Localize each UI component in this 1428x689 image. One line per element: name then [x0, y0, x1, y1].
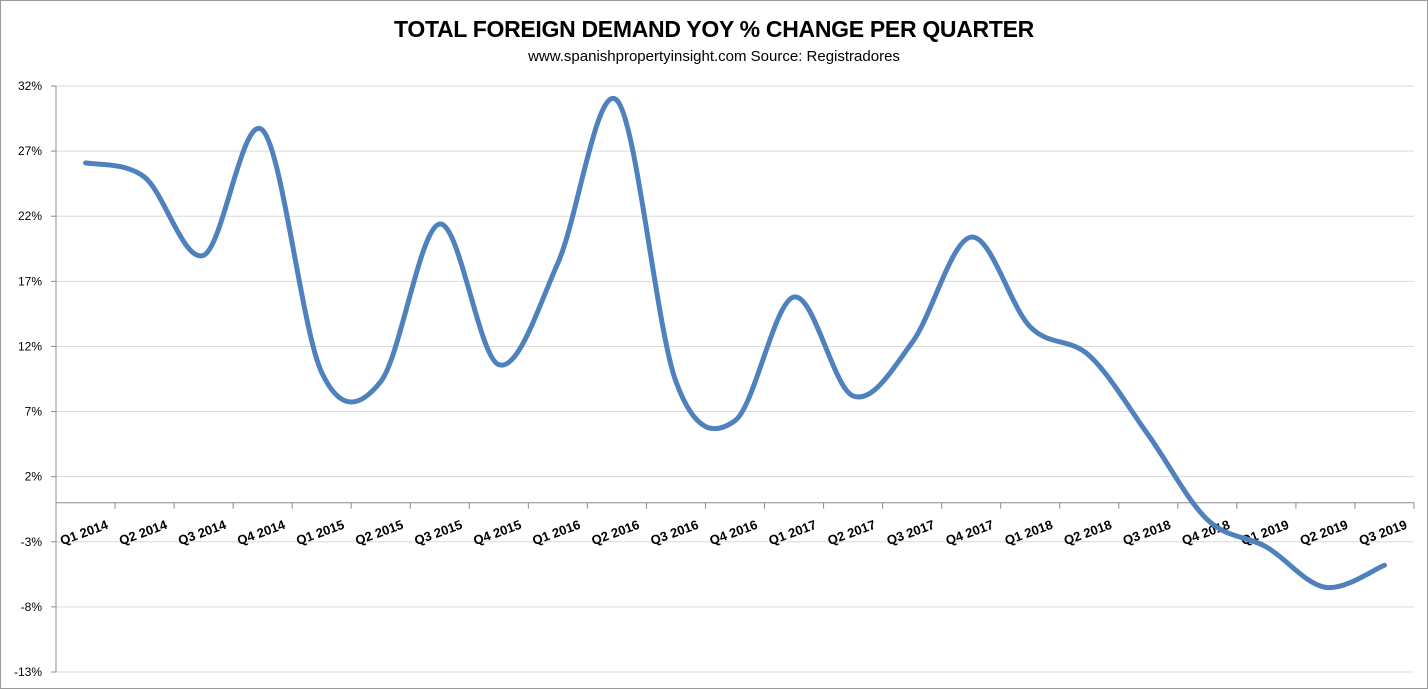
- x-tick-label: Q2 2015: [353, 517, 405, 548]
- x-tick-label: Q4 2017: [944, 517, 996, 548]
- x-tick-label: Q1 2018: [1003, 517, 1055, 548]
- x-tick-label: Q3 2014: [176, 517, 229, 548]
- gridlines: [56, 85, 1414, 673]
- data-point: [142, 174, 148, 180]
- x-tick-label: Q2 2018: [1062, 517, 1114, 548]
- data-point: [791, 294, 797, 300]
- data-point: [1381, 562, 1387, 568]
- x-tick-label: Q4 2015: [471, 517, 523, 548]
- x-tick-label: Q4 2016: [707, 517, 759, 548]
- data-point: [378, 379, 384, 385]
- data-point: [968, 234, 974, 240]
- y-tick-label: 27%: [18, 144, 42, 158]
- y-tick-label: 17%: [18, 274, 42, 288]
- data-point: [850, 393, 856, 399]
- data-point: [555, 260, 561, 266]
- data-point: [1322, 584, 1328, 590]
- x-tick-label: Q3 2016: [648, 517, 700, 548]
- x-tick-label: Q1 2014: [58, 517, 111, 548]
- data-point: [496, 362, 502, 368]
- data-point: [732, 418, 738, 424]
- y-tick-label: 2%: [25, 470, 43, 484]
- y-tick-label: 32%: [18, 79, 42, 93]
- x-tick-label: Q1 2017: [767, 517, 819, 548]
- x-tick-label: Q4 2014: [235, 517, 288, 548]
- x-tick-label: Q2 2016: [589, 517, 641, 548]
- data-point: [437, 221, 443, 227]
- data-point: [1027, 324, 1033, 330]
- data-point: [319, 369, 325, 375]
- x-tick-label: Q3 2019: [1357, 517, 1409, 548]
- y-axis: -13% -8% -3% 2% 7% 12% 17% 22% 27% 32%: [14, 79, 57, 679]
- x-tick-label: Q3 2017: [885, 517, 937, 548]
- data-point: [260, 127, 266, 133]
- data-point: [1204, 517, 1210, 523]
- data-point: [673, 379, 679, 385]
- x-tick-label: Q1 2015: [294, 517, 346, 548]
- x-tick-label: Q2 2017: [826, 517, 878, 548]
- y-tick-label: 12%: [18, 339, 42, 353]
- x-tick-label: Q3 2015: [412, 517, 464, 548]
- data-point: [1086, 353, 1092, 359]
- y-tick-label: -8%: [21, 600, 43, 614]
- series-group: [83, 95, 1387, 591]
- data-point: [614, 97, 620, 103]
- x-tick-label: Q3 2018: [1121, 517, 1173, 548]
- data-point: [1145, 432, 1151, 438]
- x-tick-label: Q2 2019: [1298, 517, 1350, 548]
- series-line: [83, 95, 1387, 591]
- data-point: [909, 340, 915, 346]
- y-tick-label: -3%: [21, 535, 43, 549]
- y-tick-label: 22%: [18, 209, 42, 223]
- x-tick-label: Q2 2014: [117, 517, 170, 548]
- data-point: [1263, 544, 1269, 550]
- x-tick-label: Q1 2016: [530, 517, 582, 548]
- chart-title: TOTAL FOREIGN DEMAND YOY % CHANGE PER QU…: [394, 16, 1034, 42]
- y-tick-label: -13%: [14, 665, 42, 679]
- data-point: [83, 160, 89, 166]
- chart-subtitle: www.spanishpropertyinsight.com Source: R…: [528, 48, 900, 65]
- y-tick-label: 7%: [25, 405, 43, 419]
- data-point: [201, 252, 207, 258]
